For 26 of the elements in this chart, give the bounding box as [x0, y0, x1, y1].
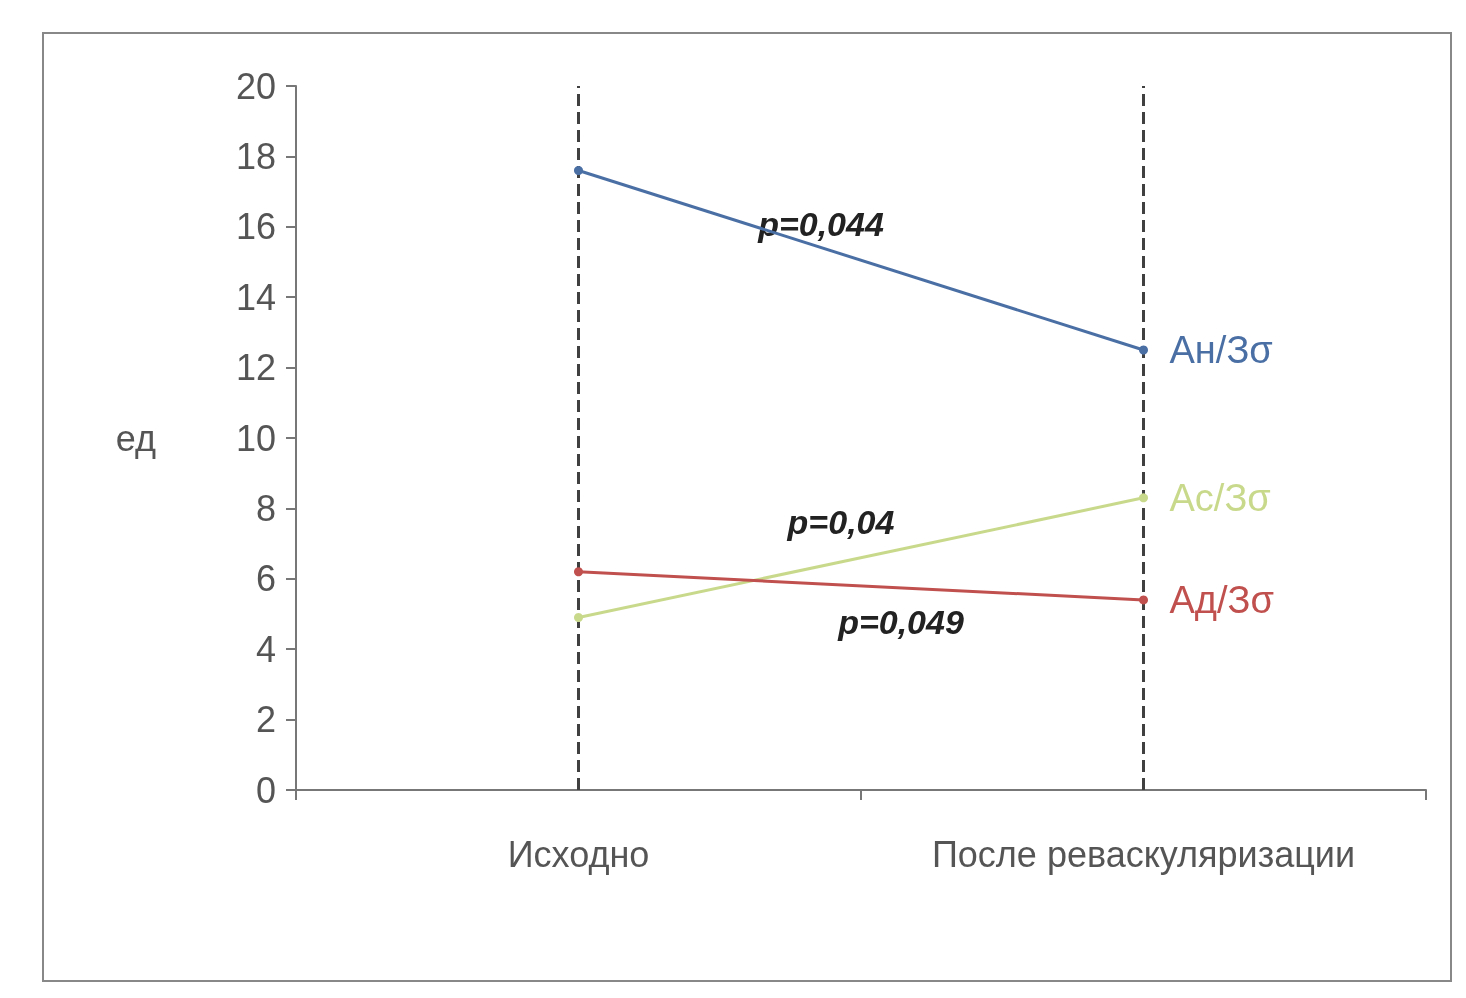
series-label: Ан/Зσ: [1169, 329, 1273, 371]
y-tick-label: 14: [235, 276, 276, 318]
x-tick-label: Исходно: [507, 833, 650, 875]
y-tick-label: 18: [235, 135, 276, 177]
y-tick-label: 0: [255, 769, 276, 811]
y-tick-label: 20: [235, 65, 276, 107]
point: [1139, 493, 1148, 503]
y-tick-label: 4: [255, 628, 276, 670]
point: [574, 165, 583, 175]
y-tick-label: 8: [255, 487, 276, 529]
series-label: Ас/Зσ: [1169, 476, 1271, 519]
point: [1139, 595, 1148, 605]
annotation: p=0,044: [757, 205, 884, 244]
y-tick-label: 10: [235, 417, 276, 459]
y-tick-label: 12: [235, 347, 276, 389]
y-tick-label: 6: [255, 558, 276, 600]
x-tick-label: После реваскуляризации: [931, 833, 1356, 875]
series-label: Ад/Зσ: [1169, 578, 1274, 621]
y-axis-title: ед: [115, 417, 156, 459]
point: [574, 613, 583, 623]
y-tick-label: 2: [255, 699, 276, 741]
y-tick-label: 16: [235, 206, 276, 248]
annotation: p=0,049: [837, 602, 964, 641]
point: [574, 567, 583, 577]
point: [1139, 345, 1148, 355]
annotation: p=0,04: [786, 502, 895, 541]
